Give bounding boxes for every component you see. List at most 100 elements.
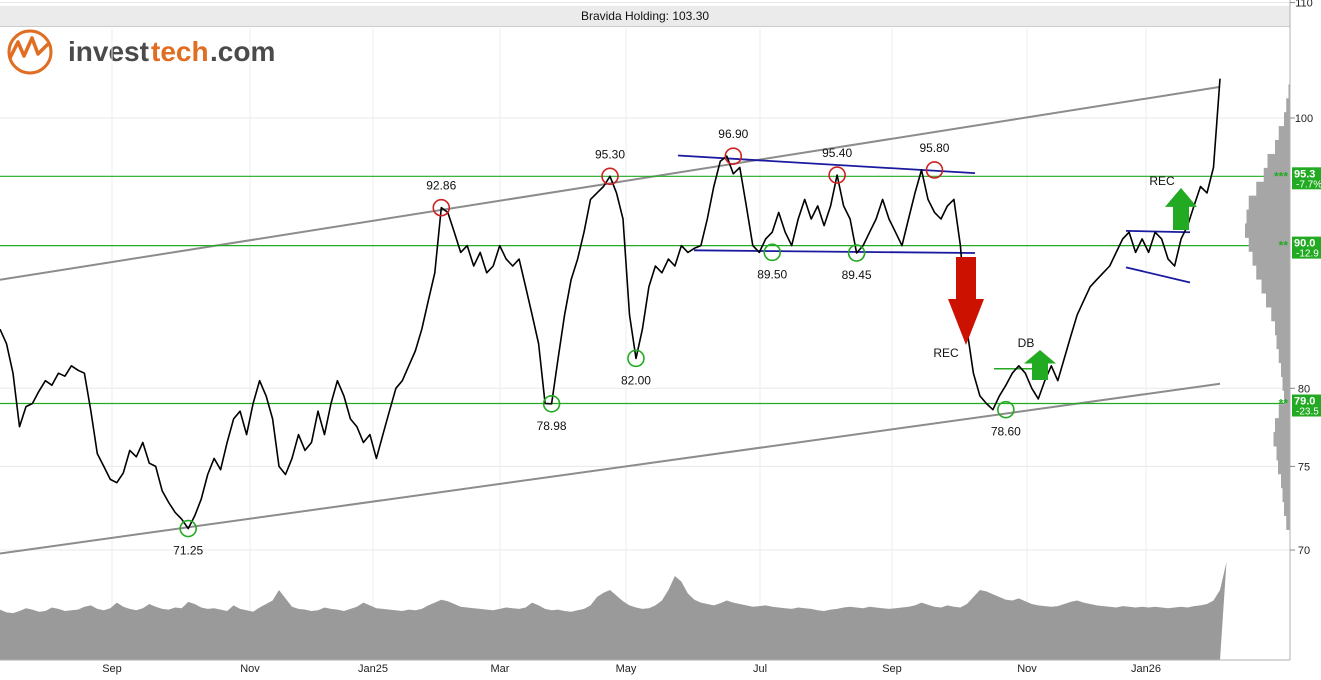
x-tick-label: Jan26 <box>1131 663 1161 675</box>
profile-bar <box>1282 376 1290 391</box>
level-percent: -12.9 <box>1296 249 1319 260</box>
logo-text-invest: invest <box>68 36 149 67</box>
volume-profile <box>1245 84 1290 530</box>
profile-bar <box>1284 390 1290 405</box>
channel-lower-line <box>0 382 1221 555</box>
profile-bar <box>1286 98 1290 113</box>
signal-label: REC <box>1149 174 1175 188</box>
y-tick-label: 70 <box>1298 545 1310 557</box>
profile-bar <box>1266 293 1290 308</box>
peak-low-marker <box>847 244 866 262</box>
level-stars: ** <box>1279 239 1289 253</box>
volume-area <box>0 562 1227 660</box>
peak-low-marker <box>179 519 197 538</box>
level-badge <box>1292 394 1321 417</box>
peak-label: 95.30 <box>595 147 625 161</box>
signals: REC DB REC <box>933 174 1197 380</box>
peak-high-marker <box>601 167 619 186</box>
peak-label: 89.50 <box>757 267 787 281</box>
profile-bar <box>1245 223 1290 238</box>
profile-bar <box>1267 153 1290 169</box>
peak-high-marker <box>828 166 846 184</box>
profile-bar <box>1261 279 1290 294</box>
pattern-line <box>1125 266 1191 284</box>
pattern-lines <box>677 154 1191 370</box>
peak-label: 95.80 <box>919 141 949 155</box>
profile-bar <box>1248 237 1290 252</box>
profile-bar <box>1281 473 1290 489</box>
y-tick-label: 100 <box>1295 113 1313 125</box>
peak-label: 95.40 <box>822 146 852 160</box>
peak-label: 92.86 <box>426 179 456 193</box>
peak-label: 71.25 <box>173 544 203 558</box>
profile-bar <box>1275 140 1290 155</box>
level-value: 90.0 <box>1294 238 1315 250</box>
profile-bar <box>1252 251 1290 266</box>
profile-bar <box>1275 418 1290 433</box>
profile-bar <box>1276 334 1290 350</box>
level-percent: -23.5 <box>1296 407 1319 418</box>
profile-bar <box>1282 487 1290 503</box>
profile-bar <box>1278 459 1290 475</box>
profile-bar <box>1256 265 1290 280</box>
profile-bar <box>1276 445 1290 461</box>
y-tick-label: 80 <box>1298 383 1310 395</box>
level-labels: *** 95.3-7.7% ** 90.0-12.9 ** 79.0-23.5 <box>1274 167 1321 418</box>
x-tick-label: Mar <box>491 663 510 675</box>
level-badge <box>1292 236 1321 259</box>
investtech-logo-icon <box>7 29 53 75</box>
level-stars: *** <box>1274 169 1288 183</box>
profile-bar <box>1284 112 1290 127</box>
price-series-line <box>0 78 1221 530</box>
grid <box>0 2 1290 660</box>
peak-high-marker <box>925 161 944 179</box>
y-tick-label: 110 <box>1295 0 1313 10</box>
x-tick-label: Nov <box>240 663 260 675</box>
logo-text-tech: tech <box>151 36 209 67</box>
profile-bar <box>1256 181 1290 197</box>
peak-low-marker <box>627 349 645 368</box>
profile-bar <box>1273 432 1290 447</box>
peak-low-marker <box>997 400 1015 419</box>
profile-bar <box>1281 362 1290 377</box>
peak-high-marker <box>432 198 451 217</box>
profile-bar <box>1246 209 1290 224</box>
price-line <box>0 78 1221 530</box>
pattern-line <box>693 249 976 254</box>
channel-upper-line <box>0 85 1221 281</box>
level-value: 79.0 <box>1294 396 1315 408</box>
volume-area <box>0 562 1227 660</box>
y-axis: 70 75 80 100 110 <box>1289 0 1313 660</box>
buy-signal-arrow <box>1024 350 1056 380</box>
level-badge <box>1292 167 1321 190</box>
pattern-line <box>1125 229 1191 234</box>
peak-high-marker <box>724 147 743 165</box>
profile-bar <box>1263 167 1290 183</box>
x-tick-label: May <box>616 663 637 675</box>
x-tick-label: Jul <box>753 663 767 675</box>
x-tick-label: Jan25 <box>358 663 388 675</box>
profile-bar <box>1275 320 1290 336</box>
peak-low-marker <box>542 395 561 413</box>
profile-bar <box>1278 404 1290 419</box>
level-stars: ** <box>1279 397 1289 411</box>
sell-signal-arrow <box>948 257 984 345</box>
profile-bar <box>1286 515 1290 530</box>
profile-bar <box>1278 348 1290 364</box>
signal-label: REC <box>933 346 959 360</box>
buy-signal-arrow <box>1165 188 1197 230</box>
y-tick-label: 75 <box>1298 461 1310 473</box>
support-resistance-lines <box>0 175 1290 405</box>
peak-low-marker <box>763 243 782 262</box>
profile-bar <box>1288 84 1290 99</box>
profile-bar <box>1271 306 1290 322</box>
signal-label: DB <box>1018 336 1035 350</box>
peak-label: 82.00 <box>621 373 651 387</box>
x-axis: Sep Nov Jan25 Mar May Jul Sep Nov Jan26 <box>0 659 1290 675</box>
logo-text-com: .com <box>210 36 274 67</box>
peak-markers: 71.25 92.86 78.98 95.30 82.00 96.90 89.50 95.40… <box>173 127 1021 557</box>
trend-channel <box>0 85 1221 555</box>
x-tick-label: Sep <box>882 663 902 675</box>
investtech-logo: invest tech .com <box>7 29 274 75</box>
